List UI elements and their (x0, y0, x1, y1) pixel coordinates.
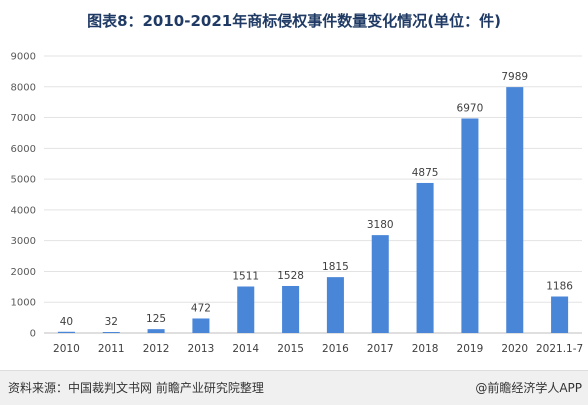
data-label: 32 (105, 316, 118, 328)
bar (147, 329, 165, 333)
chart-title: 图表8：2010-2021年商标侵权事件数量变化情况(单位：件) (87, 12, 501, 30)
data-label: 40 (60, 316, 73, 328)
data-label: 6970 (457, 102, 484, 114)
data-label: 7989 (501, 71, 528, 83)
data-label: 1511 (232, 270, 259, 282)
bar (326, 277, 344, 333)
y-tick-label: 0 (30, 329, 36, 340)
x-tick-label: 2012 (143, 343, 170, 355)
bar (57, 331, 75, 333)
bar (461, 118, 479, 334)
x-tick-label: 2013 (188, 343, 215, 355)
data-label: 1815 (322, 261, 349, 273)
bar (237, 286, 255, 333)
gridlines (44, 55, 582, 334)
source-text: 资料来源：中国裁判文书网 前瞻产业研究院整理 (8, 381, 264, 395)
data-label: 472 (191, 302, 211, 314)
x-tick-label: 2010 (53, 343, 80, 355)
y-tick-label: 5000 (11, 175, 36, 186)
credit-text: @前瞻经济学人APP (475, 381, 582, 395)
chart-area: 0 1000 2000 3000 4000 5000 6000 7000 8000 9000 40… (0, 36, 588, 366)
x-tick-label: 2018 (412, 343, 439, 355)
bar (102, 332, 120, 333)
x-tick-label: 2016 (322, 343, 349, 355)
footer: 资料来源：中国裁判文书网 前瞻产业研究院整理 @前瞻经济学人APP (0, 370, 588, 405)
y-axis: 0 1000 2000 3000 4000 5000 6000 7000 8000 9000 (11, 52, 36, 340)
x-tick-label: 2020 (501, 343, 528, 355)
data-label: 1528 (277, 270, 304, 282)
data-label: 3180 (367, 219, 394, 231)
y-tick-label: 8000 (11, 82, 36, 93)
data-label: 1186 (546, 280, 573, 292)
data-label: 125 (146, 313, 166, 325)
x-axis: 2010 2011 2012 2013 2014 2015 2016 2017 2018 2019… (53, 343, 583, 355)
x-tick-label: 2011 (98, 343, 125, 355)
y-tick-label: 7000 (11, 113, 36, 124)
x-tick-label: 2014 (232, 343, 259, 355)
bars (57, 87, 569, 334)
x-tick-label: 2021.1-7 (536, 343, 583, 355)
x-tick-label: 2017 (367, 343, 394, 355)
bar (416, 182, 434, 333)
y-tick-label: 2000 (11, 267, 36, 278)
y-tick-label: 4000 (11, 205, 36, 216)
y-tick-label: 1000 (11, 298, 36, 309)
bar (192, 318, 210, 333)
data-labels: 40 32 125 472 1511 1528 1815 3180 4875 6970 7989 11… (60, 71, 574, 328)
y-tick-label: 9000 (11, 52, 36, 63)
x-tick-label: 2019 (457, 343, 484, 355)
bar (282, 285, 300, 333)
bar (551, 296, 569, 333)
y-tick-label: 3000 (11, 236, 36, 247)
x-tick-label: 2015 (277, 343, 304, 355)
bar (506, 87, 524, 333)
data-label: 4875 (412, 167, 439, 179)
bar-chart: 0 1000 2000 3000 4000 5000 6000 7000 8000 9000 40… (11, 52, 584, 356)
bar (371, 235, 389, 333)
y-tick-label: 6000 (11, 144, 36, 155)
